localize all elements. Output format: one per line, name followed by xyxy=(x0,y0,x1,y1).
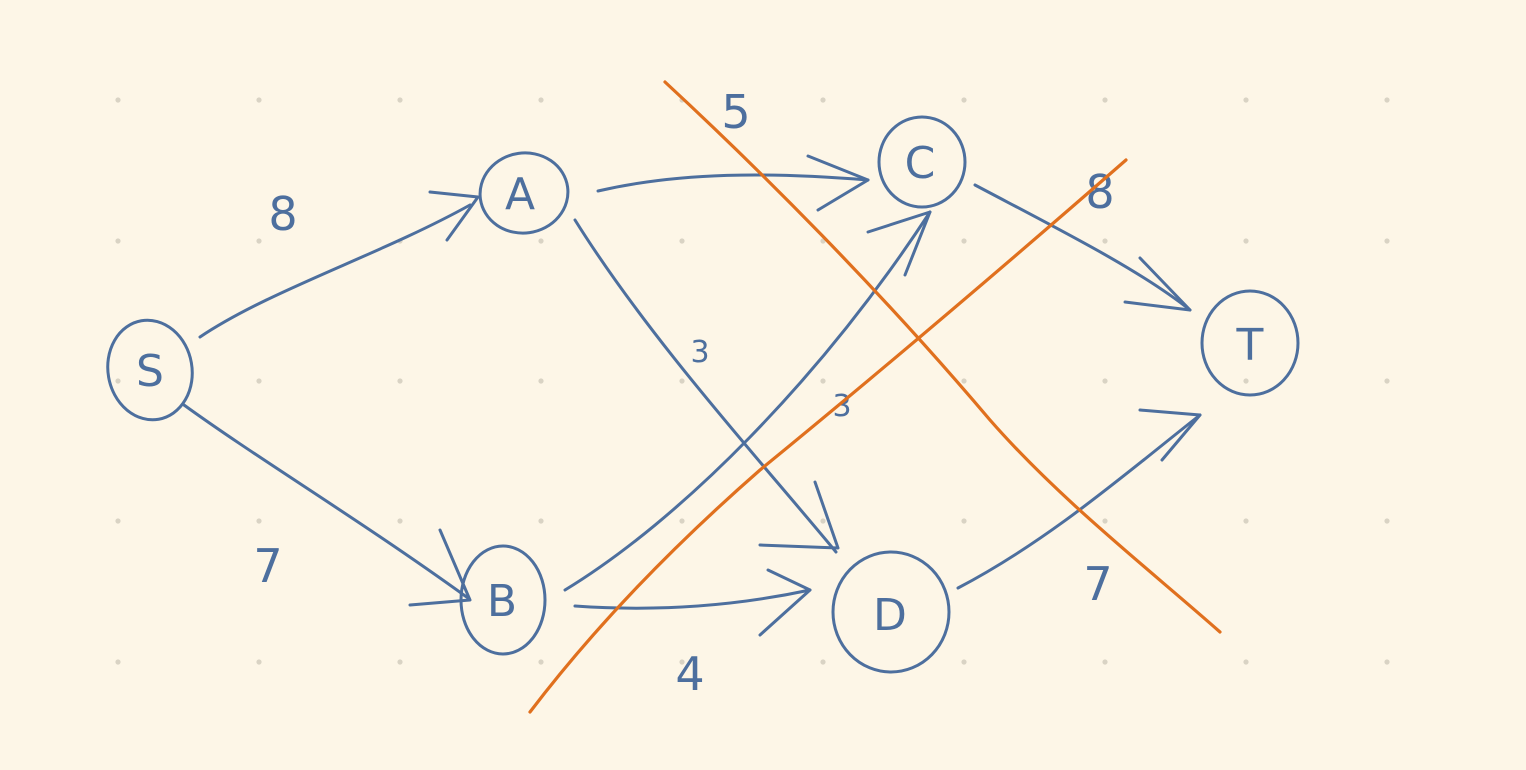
node-t-label: T xyxy=(1236,320,1264,371)
edge-b-c: 3 xyxy=(563,210,932,592)
node-b-label: B xyxy=(487,576,517,627)
edge-b-d-capacity: 4 xyxy=(675,647,704,701)
grid-dot xyxy=(397,659,403,665)
grid-dot xyxy=(1102,238,1108,244)
edge-s-a-capacity: 8 xyxy=(268,187,297,241)
grid-dot xyxy=(397,97,403,103)
grid-dot xyxy=(397,518,403,524)
grid-dot xyxy=(115,97,121,103)
cut-line-2 xyxy=(528,158,1128,714)
grid-dot xyxy=(256,518,262,524)
grid-dot xyxy=(1243,97,1249,103)
grid-dot xyxy=(1102,378,1108,384)
grid-dot xyxy=(1384,659,1390,665)
grid-dot xyxy=(115,659,121,665)
grid-dot xyxy=(256,659,262,665)
grid-dot xyxy=(679,378,685,384)
edge-d-t-capacity: 7 xyxy=(1083,557,1112,611)
grid-dot xyxy=(115,518,121,524)
grid-dot xyxy=(1243,518,1249,524)
edge-c-t: 8 xyxy=(973,165,1192,312)
edge-a-c: 5 xyxy=(596,85,870,212)
grid-dot xyxy=(115,238,121,244)
grid-dot xyxy=(115,378,121,384)
node-a: A xyxy=(478,151,570,235)
grid-dot xyxy=(538,238,544,244)
grid-dot xyxy=(1243,659,1249,665)
grid-dot xyxy=(256,378,262,384)
grid-dot xyxy=(256,238,262,244)
grid-dot xyxy=(1384,97,1390,103)
grid-dot xyxy=(679,518,685,524)
node-c: C xyxy=(877,115,967,209)
cut-line-1 xyxy=(663,80,1222,634)
grid-dot xyxy=(1243,238,1249,244)
edge-a-c-capacity: 5 xyxy=(721,85,750,139)
grid-dot xyxy=(961,659,967,665)
edge-b-d: 4 xyxy=(573,568,812,701)
dot-grid xyxy=(115,97,1390,665)
grid-dot xyxy=(961,97,967,103)
grid-dot xyxy=(538,518,544,524)
grid-dot xyxy=(256,97,262,103)
grid-dot xyxy=(820,378,826,384)
grid-dot xyxy=(1102,97,1108,103)
node-b: B xyxy=(459,544,547,656)
edge-d-t: 7 xyxy=(956,408,1202,611)
node-t: T xyxy=(1200,289,1300,397)
edge-s-b-capacity: 7 xyxy=(253,539,282,593)
grid-dot xyxy=(1102,659,1108,665)
grid-dot xyxy=(538,659,544,665)
grid-dot xyxy=(820,659,826,665)
grid-dot xyxy=(820,97,826,103)
node-d: D xyxy=(831,550,951,674)
node-s: S xyxy=(106,318,194,422)
grid-dot xyxy=(679,659,685,665)
grid-dot xyxy=(1384,518,1390,524)
edge-a-d: 3 xyxy=(573,218,840,554)
grid-dot xyxy=(397,378,403,384)
grid-dot xyxy=(679,238,685,244)
grid-dot xyxy=(961,238,967,244)
grid-dot xyxy=(538,97,544,103)
node-s-label: S xyxy=(136,346,164,397)
grid-dot xyxy=(1384,378,1390,384)
grid-dot xyxy=(961,518,967,524)
grid-dot xyxy=(538,378,544,384)
grid-dot xyxy=(820,518,826,524)
node-d-label: D xyxy=(873,590,907,641)
grid-dot xyxy=(1243,378,1249,384)
edge-s-a: 8 xyxy=(198,187,480,339)
grid-dot xyxy=(1102,518,1108,524)
node-c-label: C xyxy=(905,138,936,189)
edge-s-b: 7 xyxy=(182,403,472,607)
grid-dot xyxy=(1384,238,1390,244)
grid-dot xyxy=(961,378,967,384)
edge-a-d-capacity: 3 xyxy=(690,335,709,370)
node-a-label: A xyxy=(505,169,535,220)
